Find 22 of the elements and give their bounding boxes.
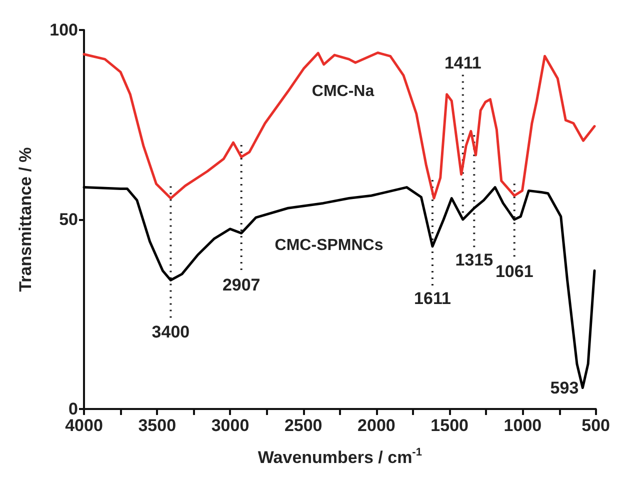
annotation: 1611 (414, 288, 451, 308)
x-tick-label: 3000 (211, 416, 250, 435)
annotation: 593 (550, 378, 579, 398)
y-tick-label: 0 (68, 400, 78, 418)
x-tick-label: 3500 (138, 416, 176, 435)
x-tick-label: 2000 (358, 416, 396, 435)
series-label: CMC-Na (312, 82, 374, 100)
annotation: 1315 (455, 250, 494, 270)
annotation: 1061 (495, 262, 534, 281)
annotation: 3400 (152, 322, 190, 342)
y-axis-title: Transmittance / % (16, 147, 35, 292)
y-tick-label: 50 (59, 210, 78, 229)
line-series (82, 51, 596, 200)
x-tick-label: 1000 (504, 416, 542, 435)
x-tick-label: 4000 (65, 416, 103, 435)
x-tick-label: 1500 (430, 416, 468, 435)
x-tick-label: 2500 (284, 416, 322, 435)
annotation: 1411 (444, 53, 482, 72)
annotation: 2907 (222, 276, 260, 295)
x-tick-label: 500 (582, 416, 610, 435)
series-label: CMC-SPMNCs (274, 236, 384, 254)
y-tick-label: 100 (50, 20, 78, 40)
